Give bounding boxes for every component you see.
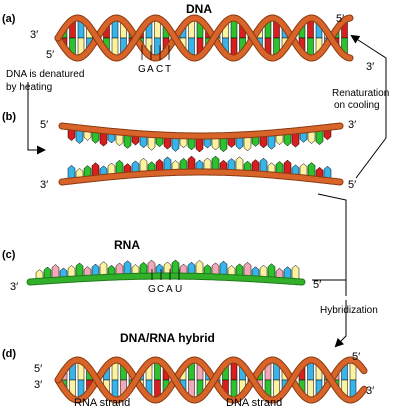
rna-base-label-1: G [148, 284, 156, 295]
dna-single-strand-bottom [58, 155, 344, 186]
panel-label-a: (a) [2, 13, 16, 25]
strand-backbone [27, 273, 305, 285]
dna-double-helix [54, 14, 354, 62]
backbone-strand-1 [55, 357, 367, 403]
end-label-b-bottom-3: 3′ [40, 179, 48, 191]
end-label-c-3: 3′ [10, 281, 18, 293]
backbone-strand-2 [55, 357, 367, 403]
dna-base-label-3: C [156, 64, 163, 75]
end-label-a-right-3: 3′ [366, 61, 374, 73]
hybridization-bracket [312, 193, 347, 348]
renaturation-arrow [350, 34, 387, 179]
end-label-a-left-5: 5′ [46, 49, 54, 61]
rna-base-label-2: C [157, 284, 164, 295]
rna-base-label-4: U [175, 284, 182, 295]
dna-base-label-4: T [165, 64, 171, 75]
dna-base-label-1: G [138, 64, 146, 75]
rna-base-pointers [151, 269, 180, 280]
end-label-a-left-3: 3′ [30, 29, 38, 41]
denaturation-arrow [27, 82, 46, 155]
rna-strand [26, 259, 306, 286]
rna-strand-label: RNA strand [74, 397, 130, 409]
denature-label-line2: by heating [6, 82, 52, 93]
hybridization-label: Hybridization [320, 305, 378, 316]
backbone-strand-1 [55, 15, 353, 61]
panel-label-c: (c) [2, 249, 16, 261]
dna-base-pointers [141, 45, 170, 60]
hybrid-title: DNA/RNA hybrid [120, 331, 215, 345]
end-label-b-top-3: 3′ [348, 119, 356, 131]
dna-title: DNA [186, 2, 212, 16]
dna-base-label-2: A [147, 64, 154, 75]
renature-label-line1: Renaturation [332, 88, 389, 99]
end-label-d-right-3: 3′ [366, 385, 374, 397]
end-label-b-bottom-5: 5′ [348, 179, 356, 191]
renature-label-line2: on cooling [334, 100, 380, 111]
end-label-d-left-5: 5′ [34, 363, 42, 375]
dna-strand-label: DNA strand [226, 397, 282, 409]
dna-rna-hybrid-helix [54, 356, 368, 404]
strand-backbone [59, 169, 343, 185]
end-label-b-top-5: 5′ [40, 119, 48, 131]
panel-label-b: (b) [2, 111, 16, 123]
dna-single-strand-top [58, 122, 344, 153]
denature-label-line1: DNA is denatured [6, 69, 84, 80]
rna-base-label-3: A [166, 284, 173, 295]
backbone-strand-2 [55, 15, 353, 61]
end-label-d-left-3: 3′ [34, 379, 42, 391]
panel-label-d: (d) [2, 348, 16, 360]
end-label-a-right-5: 5′ [336, 13, 344, 25]
end-label-d-right-5: 5′ [352, 351, 360, 363]
rna-title: RNA [114, 238, 140, 252]
end-label-c-5: 5′ [313, 279, 321, 291]
strand-backbone [59, 123, 343, 139]
